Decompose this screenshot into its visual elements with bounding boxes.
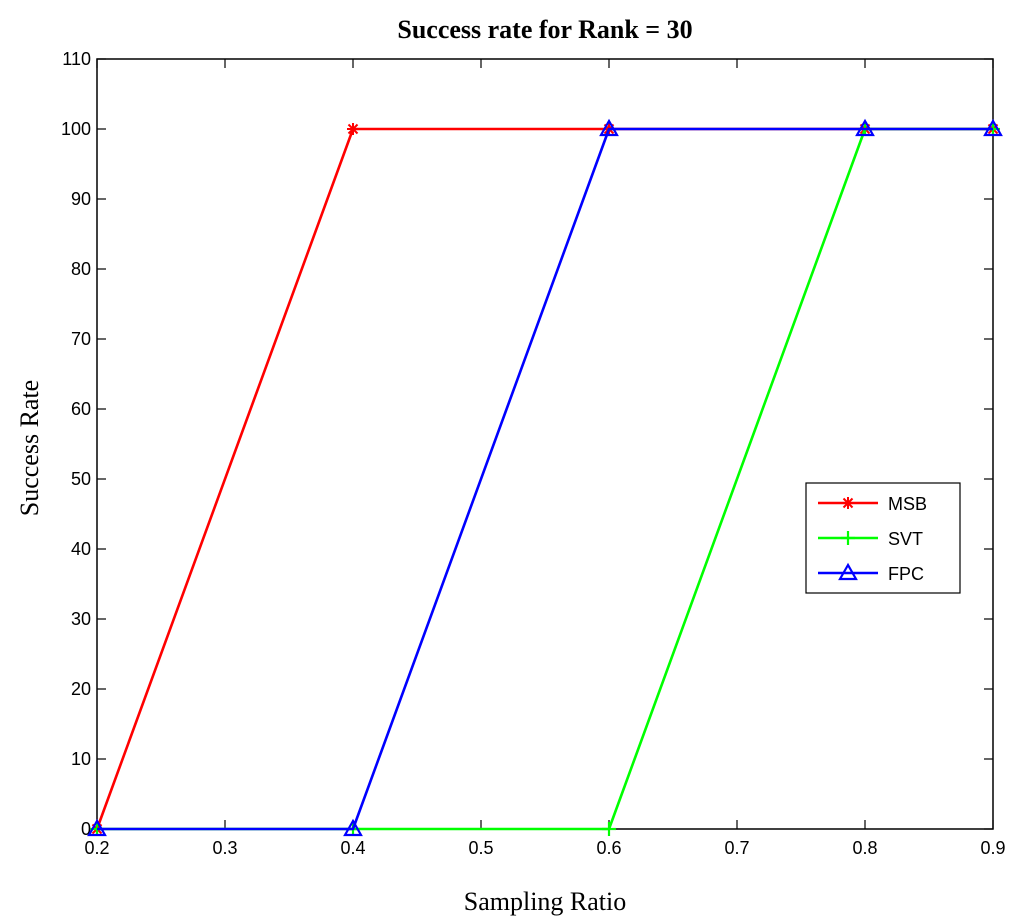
star-marker-d2	[842, 497, 854, 509]
plot-frame	[96, 58, 994, 830]
data-point-svt	[602, 822, 616, 836]
y-tick-label: 30	[71, 609, 91, 629]
x-tick-label: 0.3	[212, 838, 237, 858]
y-tick-label: 90	[71, 189, 91, 209]
triangle-marker	[838, 562, 858, 581]
data-point-fpc	[599, 118, 619, 137]
legend-label-msb: MSB	[888, 494, 927, 514]
y-axis-label: Success Rate	[15, 380, 44, 516]
y-tick-label: 70	[71, 329, 91, 349]
legend-item-msb: MSB	[818, 494, 927, 514]
y-tick-label: 100	[61, 119, 91, 139]
legend-marker-svt	[841, 531, 855, 545]
x-tick-label: 0.8	[852, 838, 877, 858]
triangle-marker	[87, 818, 107, 837]
x-tick-label: 0.2	[84, 838, 109, 858]
star-marker-d2	[347, 123, 359, 135]
x-tick-label: 0.5	[468, 838, 493, 858]
legend: MSB SVT FPC	[805, 482, 961, 594]
y-tick-label: 0	[81, 819, 91, 839]
y-tick-label: 80	[71, 259, 91, 279]
triangle-marker	[983, 118, 1003, 137]
data-point-fpc	[983, 118, 1003, 137]
data-point-fpc	[87, 818, 107, 837]
series-layer	[87, 118, 1003, 837]
y-tick-label: 50	[71, 469, 91, 489]
chart-title: Success rate for Rank = 30	[397, 15, 692, 44]
triangle-marker	[855, 118, 875, 137]
legend-item-svt: SVT	[818, 529, 923, 549]
plot-area: 0.2 0.3 0.4 0.5 0.6 0.7 0.8 0.9 0 10 20 30 40 50 60 70 8…	[61, 49, 1006, 858]
y-tick-label: 10	[71, 749, 91, 769]
y-tick-label: 110	[62, 49, 91, 69]
legend-marker-fpc	[838, 562, 858, 581]
x-tick-label: 0.4	[340, 838, 365, 858]
legend-item-fpc: FPC	[818, 562, 924, 584]
data-point-msb	[347, 123, 359, 135]
x-tick-label: 0.9	[980, 838, 1005, 858]
data-point-fpc	[855, 118, 875, 137]
triangle-marker	[599, 118, 619, 137]
legend-label-svt: SVT	[888, 529, 923, 549]
data-point-fpc	[343, 818, 363, 837]
x-tick-label: 0.7	[724, 838, 749, 858]
x-axis-label: Sampling Ratio	[464, 887, 627, 916]
y-tick-label: 60	[71, 399, 91, 419]
y-tick-label: 40	[71, 539, 91, 559]
triangle-marker	[343, 818, 363, 837]
y-tick-label: 20	[71, 679, 91, 699]
legend-marker-msb	[842, 497, 854, 509]
x-tick-label: 0.6	[596, 838, 621, 858]
legend-label-fpc: FPC	[888, 564, 924, 584]
series-line-fpc	[97, 127, 993, 831]
